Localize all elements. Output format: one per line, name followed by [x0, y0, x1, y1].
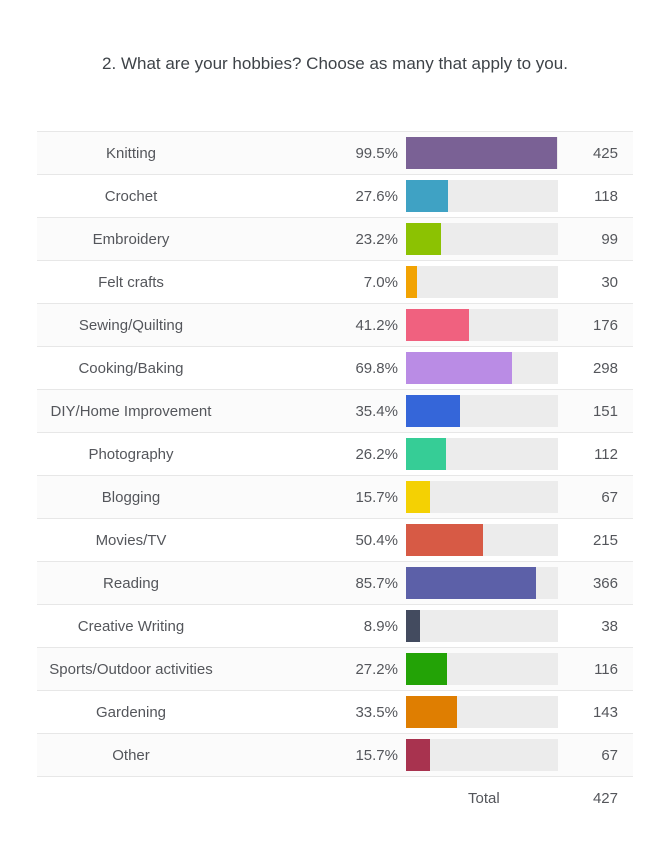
percent-value: 33.5% — [355, 703, 398, 721]
percent-value: 41.2% — [355, 316, 398, 334]
count-value: 67 — [601, 488, 618, 506]
count-value: 99 — [601, 230, 618, 248]
count-value: 38 — [601, 617, 618, 635]
total-label: Total — [468, 789, 500, 807]
count-value: 143 — [592, 703, 618, 721]
bar-fill — [406, 137, 558, 169]
count-value: 30 — [601, 273, 618, 291]
count-value: 298 — [592, 359, 618, 377]
bar-track — [406, 524, 558, 556]
percent-value: 69.8% — [355, 359, 398, 377]
bar-fill — [406, 352, 513, 384]
bar-fill — [406, 266, 417, 298]
bar-fill — [406, 524, 483, 556]
percent-value: 23.2% — [355, 230, 398, 248]
bar-track — [406, 696, 558, 728]
count-value: 366 — [592, 574, 618, 592]
hobby-label: Creative Writing — [77, 617, 185, 635]
bar-track — [406, 309, 558, 341]
bar-track — [406, 653, 558, 685]
bar-fill — [406, 567, 537, 599]
hobby-label: Blogging — [101, 488, 161, 506]
hobby-label: Knitting — [105, 144, 157, 162]
count-value: 425 — [592, 144, 618, 162]
bar-track — [406, 567, 558, 599]
bar-track — [406, 739, 558, 771]
bar-fill — [406, 309, 469, 341]
table-row: Blogging 15.7% 67 — [37, 475, 633, 518]
table-row: Cooking/Baking 69.8% 298 — [37, 346, 633, 389]
hobby-label: Sports/Outdoor activities — [49, 660, 213, 678]
hobby-label: Photography — [88, 445, 174, 463]
hobby-label: Cooking/Baking — [78, 359, 184, 377]
percent-value: 27.6% — [355, 187, 398, 205]
bar-fill — [406, 438, 446, 470]
total-count: 427 — [592, 789, 618, 807]
percent-value: 15.7% — [355, 746, 398, 764]
table-row: Other 15.7% 67 — [37, 733, 633, 776]
hobby-label: Gardening — [95, 703, 167, 721]
bar-fill — [406, 739, 430, 771]
hobby-label: Sewing/Quilting — [78, 316, 184, 334]
table-row: Photography 26.2% 112 — [37, 432, 633, 475]
table-row: Sports/Outdoor activities 27.2% 116 — [37, 647, 633, 690]
bar-fill — [406, 180, 448, 212]
count-value: 176 — [592, 316, 618, 334]
percent-value: 8.9% — [363, 617, 398, 635]
percent-value: 26.2% — [355, 445, 398, 463]
total-row: Total 427 — [37, 776, 633, 819]
table-row: DIY/Home Improvement 35.4% 151 — [37, 389, 633, 432]
hobby-label: DIY/Home Improvement — [50, 402, 212, 420]
percent-value: 7.0% — [363, 273, 398, 291]
bar-track — [406, 137, 558, 169]
bar-fill — [406, 223, 442, 255]
percent-value: 50.4% — [355, 531, 398, 549]
bar-fill — [406, 696, 457, 728]
table-row: Embroidery 23.2% 99 — [37, 217, 633, 260]
table-row: Creative Writing 8.9% 38 — [37, 604, 633, 647]
table-row: Movies/TV 50.4% 215 — [37, 518, 633, 561]
hobby-label: Felt crafts — [98, 273, 164, 291]
table-row: Reading 85.7% 366 — [37, 561, 633, 604]
table-row: Sewing/Quilting 41.2% 176 — [37, 303, 633, 346]
table-row: Crochet 27.6% 118 — [37, 174, 633, 217]
percent-value: 35.4% — [355, 402, 398, 420]
bar-track — [406, 610, 558, 642]
question-title: 2. What are your hobbies? Choose as many… — [102, 54, 568, 73]
percent-value: 15.7% — [355, 488, 398, 506]
bar-track — [406, 438, 558, 470]
bar-track — [406, 481, 558, 513]
count-value: 116 — [594, 660, 618, 678]
count-value: 151 — [592, 402, 618, 420]
bar-fill — [406, 481, 430, 513]
hobby-label: Movies/TV — [95, 531, 167, 549]
bar-fill — [406, 653, 448, 685]
bar-track — [406, 223, 558, 255]
percent-value: 85.7% — [355, 574, 398, 592]
hobby-label: Reading — [103, 574, 159, 592]
table-row: Gardening 33.5% 143 — [37, 690, 633, 733]
bar-fill — [406, 395, 460, 427]
bar-fill — [406, 610, 420, 642]
count-value: 112 — [594, 445, 618, 463]
table-row: Knitting 99.5% 425 — [37, 131, 633, 174]
bar-track — [406, 395, 558, 427]
percent-value: 99.5% — [355, 144, 398, 162]
bar-track — [406, 266, 558, 298]
percent-value: 27.2% — [355, 660, 398, 678]
bar-track — [406, 352, 558, 384]
bar-track — [406, 180, 558, 212]
hobby-label: Other — [112, 746, 150, 764]
hobby-label: Embroidery — [92, 230, 170, 248]
count-value: 215 — [592, 531, 618, 549]
hobby-label: Crochet — [104, 187, 158, 205]
count-value: 118 — [594, 187, 618, 205]
count-value: 67 — [601, 746, 618, 764]
results-table: Knitting 99.5% 425 Crochet 27.6% 118 Embroider… — [37, 131, 633, 819]
table-row: Felt crafts 7.0% 30 — [37, 260, 633, 303]
